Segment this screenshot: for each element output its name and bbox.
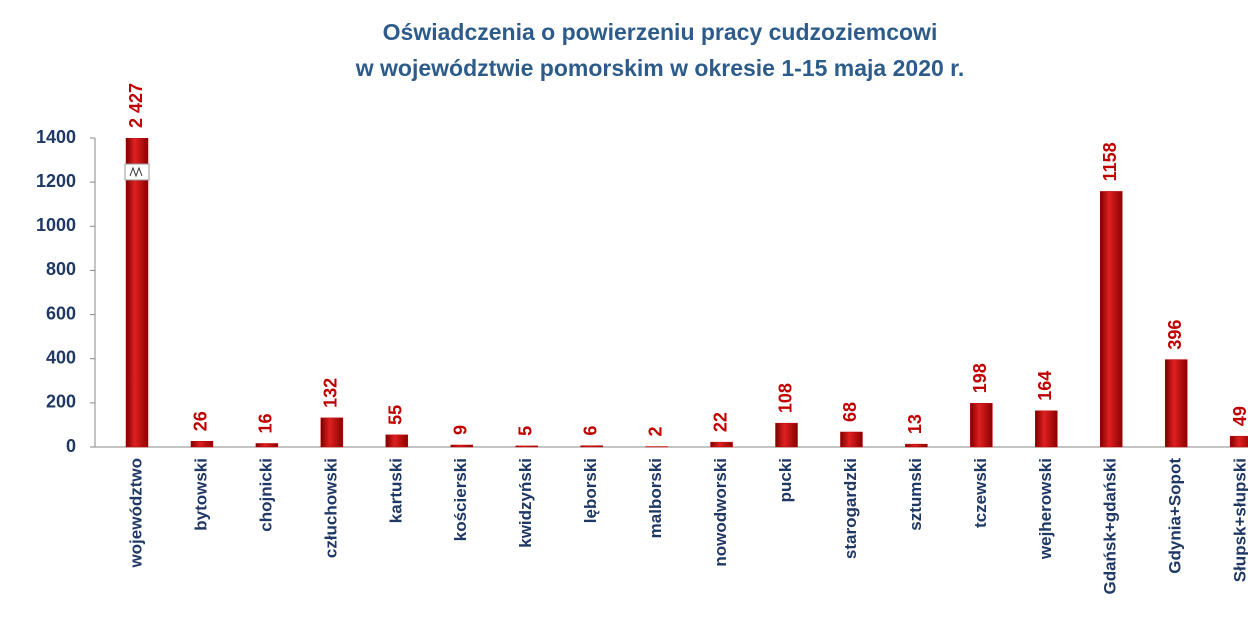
value-label: 5 [515,426,535,436]
bar [1164,359,1188,448]
y-tick-label: 200 [46,392,76,412]
x-tick-label: lęborski [581,458,600,523]
x-tick-label: sztumski [906,458,925,531]
y-tick-label: 0 [66,436,76,456]
value-label: 2 [645,427,665,437]
value-label: 198 [970,363,990,393]
x-tick-label: bytowski [191,458,210,531]
value-label: 55 [386,405,406,425]
bar [515,445,538,448]
value-label: 68 [840,402,860,422]
value-label: 9 [451,425,471,435]
value-label: 26 [191,411,211,431]
x-tick-label: wejherowski [1036,458,1055,560]
x-tick-label: kościerski [451,458,470,541]
bar [255,443,279,448]
value-label: 132 [321,378,341,408]
bar [320,417,344,448]
x-tick-label: województwo [126,458,145,569]
bar [1229,435,1248,448]
x-tick-label: człuchowski [321,458,340,558]
bar [580,445,603,448]
x-tick-label: starogardzki [841,458,860,559]
y-tick-label: 1000 [36,215,76,235]
bar [385,434,409,448]
bar [1100,191,1123,448]
value-label: 2 427 [126,83,146,128]
value-label: 6 [580,426,600,436]
bar [190,441,214,448]
chart-title: Oświadczenia o powierzeniu pracy cudzozi… [383,19,938,45]
x-tick-label: kartuski [386,458,405,523]
bar [1035,410,1058,448]
value-label: 164 [1035,371,1055,401]
x-tick-label: pucki [776,458,795,502]
value-label: 13 [905,414,925,434]
x-tick-label: chojnicki [256,458,275,532]
bar [710,441,733,448]
bar [775,422,798,448]
x-tick-label: kwidzyński [516,458,535,548]
y-tick-label: 800 [46,259,76,279]
bar [840,431,863,448]
bar [905,443,928,448]
value-label: 16 [256,413,276,433]
y-tick-label: 1400 [36,127,76,147]
bar [450,444,473,448]
bar [125,138,149,448]
y-tick-label: 600 [46,303,76,323]
value-label: 1158 [1100,142,1120,181]
axis-break-mark [129,166,143,178]
bar [970,403,993,448]
chart-title: w województwie pomorskim w okresie 1-15 … [355,55,964,81]
value-label: 49 [1230,406,1248,426]
x-tick-label: Słupsk+słupski [1231,458,1248,582]
x-tick-label: Gdańsk+gdański [1101,458,1120,595]
value-label: 22 [710,412,730,432]
x-tick-label: malborski [646,458,665,538]
y-tick-label: 400 [46,347,76,367]
x-tick-label: tczewski [971,458,990,528]
y-tick-label: 1200 [36,171,76,191]
value-label: 396 [1165,320,1185,350]
x-tick-label: nowodworski [711,458,730,567]
x-tick-label: Gdynia+Sopot [1166,458,1185,574]
value-label: 108 [775,383,795,413]
